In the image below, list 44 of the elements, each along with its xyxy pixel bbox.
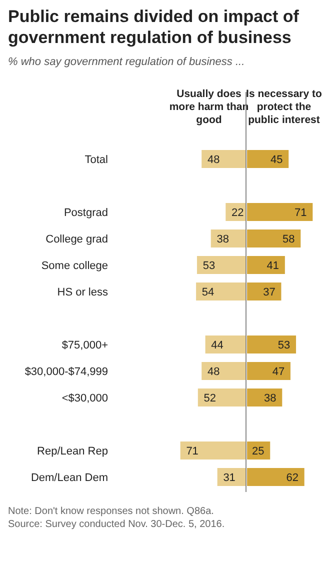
text: Note: Don't know responses not shown. Q86a. bbox=[8, 506, 214, 517]
y-tick-label: <$30,000 bbox=[62, 392, 108, 404]
bar bbox=[247, 203, 313, 221]
data-label: 48 bbox=[207, 154, 220, 166]
bar bbox=[247, 362, 290, 380]
y-tick-label: Dem/Lean Dem bbox=[30, 472, 108, 484]
y-tick-label: $75,000+ bbox=[62, 340, 108, 352]
data-label: 44 bbox=[211, 340, 224, 352]
data-label: 41 bbox=[266, 260, 280, 272]
data-label: 53 bbox=[202, 260, 216, 272]
y-tick-label: Rep/Lean Rep bbox=[37, 446, 108, 458]
data-label: 22 bbox=[232, 207, 244, 219]
data-label: 37 bbox=[263, 286, 276, 298]
data-label: 45 bbox=[270, 154, 283, 166]
source-note: Source: Survey conducted Nov. 30-Dec. 5, 2016. bbox=[8, 519, 225, 530]
bar bbox=[247, 282, 282, 300]
data-label: 38 bbox=[216, 234, 229, 246]
bar bbox=[247, 336, 296, 354]
data-label: 25 bbox=[252, 446, 264, 458]
data-label: 38 bbox=[264, 392, 276, 404]
chart-title: Public remains divided on impact of government regulation of business bbox=[8, 7, 300, 47]
text: Is necessary to protect the public interest bbox=[246, 88, 322, 126]
data-label: 52 bbox=[204, 392, 216, 404]
data-label: 58 bbox=[282, 234, 295, 246]
bar bbox=[247, 256, 285, 274]
y-tick-label: HS or less bbox=[57, 286, 108, 298]
y-tick-label: Postgrad bbox=[64, 207, 108, 219]
bar bbox=[247, 150, 289, 168]
data-label: 62 bbox=[286, 472, 298, 484]
data-label: 47 bbox=[272, 366, 285, 378]
data-label: 48 bbox=[207, 366, 220, 378]
data-label: 71 bbox=[294, 207, 307, 219]
data-label: 71 bbox=[186, 446, 198, 458]
data-label: 31 bbox=[223, 472, 236, 484]
data-label: 54 bbox=[202, 286, 214, 298]
y-tick-label: College grad bbox=[46, 234, 108, 246]
bar bbox=[247, 468, 304, 486]
bar bbox=[247, 230, 301, 248]
y-tick-label: Some college bbox=[41, 260, 108, 272]
bar bbox=[247, 388, 282, 406]
y-tick-label: $30,000-$74,999 bbox=[24, 366, 108, 378]
y-tick-label: Total bbox=[84, 154, 108, 166]
data-label: 53 bbox=[278, 340, 290, 352]
chart-subtitle: % who say government regulation of business ... bbox=[8, 56, 245, 68]
